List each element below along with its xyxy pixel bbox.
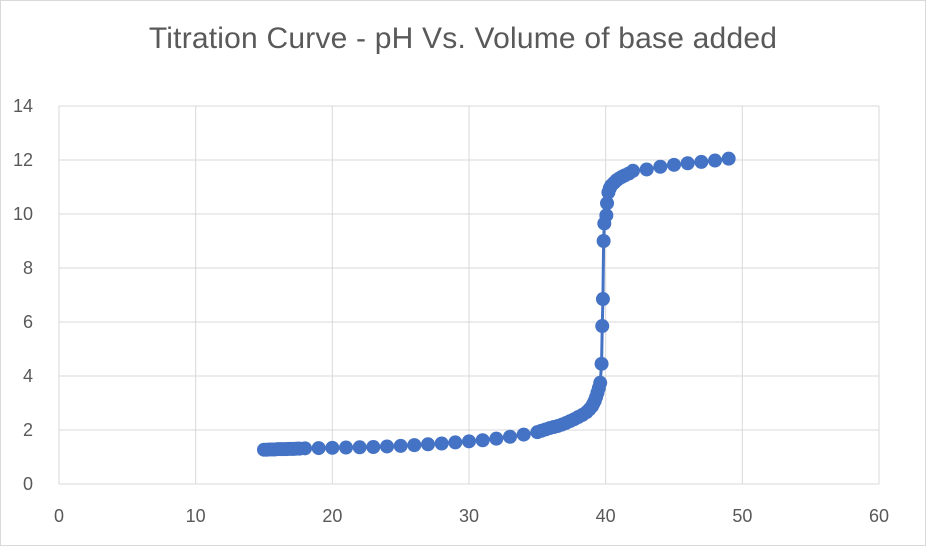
x-tick-label: 0 [54,506,64,526]
y-tick-label: 0 [23,474,33,494]
data-point [311,441,326,456]
data-point [393,438,408,453]
data-series [257,151,736,457]
data-point [653,159,668,174]
data-point [407,438,422,453]
data-point [503,429,517,444]
x-tick-label: 60 [869,506,889,526]
data-point [325,440,340,455]
data-point [721,151,736,166]
x-tick-label: 50 [732,506,752,526]
x-tick-label: 30 [459,506,479,526]
y-tick-label: 4 [23,366,33,386]
data-point [475,433,490,448]
data-point [599,208,614,223]
data-point [380,439,394,454]
data-point [694,154,709,169]
data-point [462,434,476,449]
x-tick-label: 40 [596,506,616,526]
y-tick-label: 8 [23,258,33,278]
data-point [600,196,615,211]
data-point [489,431,504,446]
y-tick-label: 14 [13,96,33,116]
y-tick-label: 2 [23,420,33,440]
tick-labels: 0 2 4 6 8 10 12 14 0 10 20 30 40 50 60 [13,96,889,526]
data-point [708,153,722,168]
data-point [595,319,610,334]
data-point [596,234,611,248]
data-point [298,441,312,456]
data-point [366,440,381,455]
data-point [448,435,463,450]
series-line [264,157,729,452]
data-point [516,427,531,442]
data-point [593,375,608,390]
data-point [352,440,367,455]
data-point [639,162,654,177]
data-point [595,292,610,307]
gridlines [58,105,880,485]
data-point [421,437,435,452]
data-point [434,436,449,451]
data-point [680,156,695,171]
data-point [594,356,609,371]
data-point [667,157,681,172]
x-tick-label: 10 [186,506,206,526]
data-point [626,163,640,178]
chart-title: Titration Curve - pH Vs. Volume of base … [148,22,778,55]
data-point [339,440,353,455]
y-tick-label: 10 [13,204,33,224]
y-tick-label: 12 [13,150,33,170]
x-tick-label: 20 [322,506,342,526]
y-tick-label: 6 [23,312,33,332]
